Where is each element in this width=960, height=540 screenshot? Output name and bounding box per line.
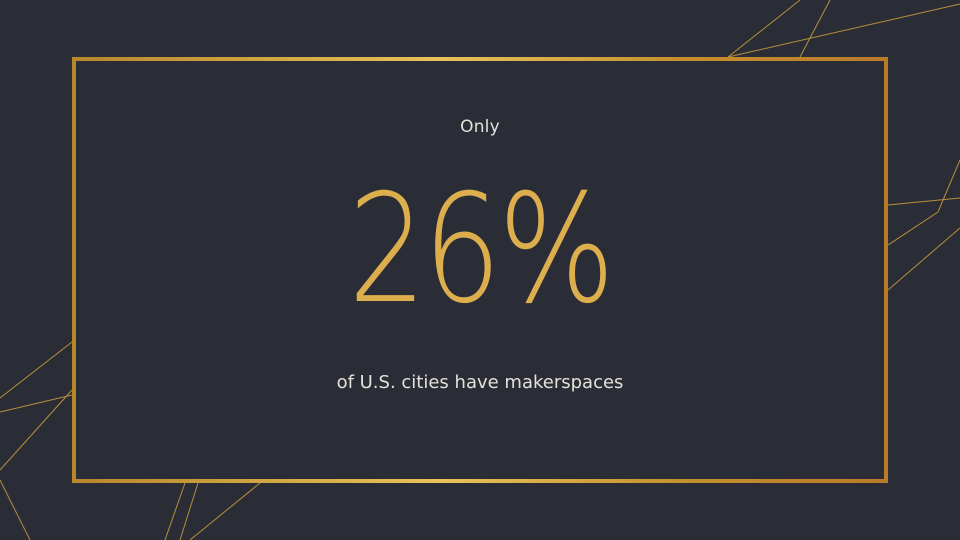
gold-frame (72, 57, 888, 483)
kicker-text: Only (460, 117, 500, 137)
statistic-caption: of U.S. cities have makerspaces (336, 372, 624, 393)
big-statistic: 26% (348, 163, 615, 337)
